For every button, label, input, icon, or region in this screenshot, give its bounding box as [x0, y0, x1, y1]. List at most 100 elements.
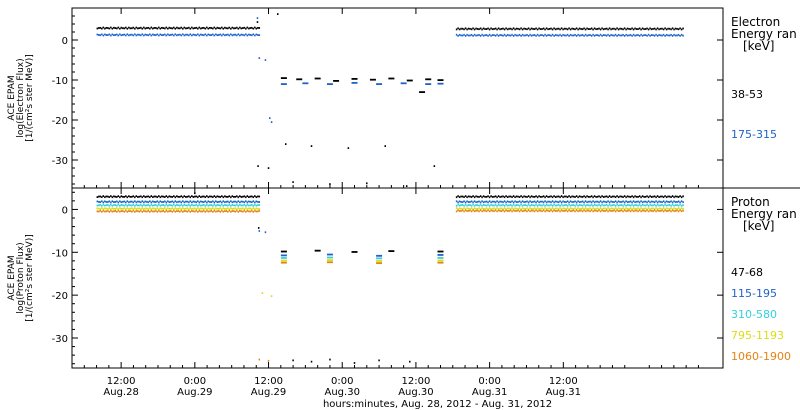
data-point — [592, 196, 594, 199]
data-point — [539, 204, 542, 207]
data-point — [215, 196, 217, 199]
data-point — [200, 204, 202, 207]
data-point — [562, 210, 564, 212]
data-point — [556, 210, 558, 212]
data-point — [116, 207, 118, 210]
data-point — [155, 204, 157, 206]
data-point — [503, 196, 506, 199]
data-point — [257, 201, 259, 203]
data-point — [550, 209, 552, 212]
data-point — [527, 209, 530, 212]
data-point — [119, 210, 121, 213]
data-point — [460, 34, 462, 37]
data-point — [581, 28, 584, 31]
data-point — [182, 33, 184, 36]
data-point — [476, 195, 479, 198]
data-point — [626, 195, 629, 198]
data-point — [574, 207, 576, 210]
data-point — [204, 207, 207, 209]
data-point — [649, 201, 651, 204]
data-point — [487, 208, 489, 211]
data-point — [314, 249, 321, 252]
data-point — [581, 196, 584, 198]
data-point — [101, 33, 103, 36]
data-point — [667, 27, 669, 30]
data-point — [233, 33, 235, 36]
data-point — [613, 27, 615, 30]
data-point — [104, 200, 106, 203]
data-point — [662, 210, 665, 213]
data-point — [602, 34, 605, 36]
data-point — [437, 82, 444, 85]
data-point — [557, 208, 560, 211]
data-point — [557, 203, 560, 206]
data-point — [470, 200, 473, 203]
data-point — [185, 200, 187, 203]
data-point — [221, 203, 223, 206]
data-point — [191, 208, 193, 211]
data-point — [595, 200, 597, 203]
data-point — [659, 210, 662, 212]
data-point — [571, 204, 573, 206]
data-point — [243, 34, 246, 37]
data-point — [248, 207, 250, 210]
data-point — [212, 204, 214, 207]
data-point — [255, 196, 258, 199]
data-point — [192, 27, 195, 30]
data-point — [659, 195, 662, 198]
data-point — [213, 34, 216, 37]
data-point — [553, 203, 555, 206]
data-point — [197, 207, 199, 209]
data-point — [467, 209, 470, 212]
data-point — [521, 200, 524, 203]
data-point — [460, 207, 462, 210]
data-point — [114, 208, 117, 210]
data-point — [134, 33, 136, 36]
data-point — [641, 201, 644, 204]
data-point — [583, 209, 585, 212]
data-point — [162, 209, 165, 212]
data-point — [626, 201, 629, 203]
data-point — [481, 33, 483, 36]
data-point — [622, 28, 624, 31]
data-point — [631, 201, 633, 204]
data-point — [670, 28, 672, 31]
data-point — [174, 27, 177, 30]
data-point — [572, 34, 575, 37]
data-point — [646, 201, 648, 204]
data-point — [596, 34, 599, 37]
data-point — [470, 207, 473, 210]
data-point — [637, 207, 639, 210]
data-point — [626, 204, 629, 206]
data-point — [150, 26, 153, 29]
data-point — [680, 210, 683, 213]
legend-entry: 38-53 — [731, 88, 763, 101]
data-point — [502, 203, 504, 206]
data-point — [119, 27, 121, 30]
data-point — [237, 33, 240, 36]
data-point — [551, 28, 554, 31]
data-point — [123, 27, 126, 30]
data-point — [673, 204, 675, 207]
data-point — [517, 201, 519, 203]
data-point — [673, 207, 675, 210]
data-point — [245, 210, 247, 213]
data-point — [195, 34, 198, 37]
data-point — [194, 207, 196, 210]
data-point — [179, 207, 181, 210]
data-point — [192, 200, 195, 203]
data-point — [179, 33, 181, 36]
data-point — [102, 34, 105, 37]
data-point — [575, 27, 578, 30]
data-point — [610, 210, 612, 212]
data-point — [173, 208, 175, 211]
data-point — [587, 28, 590, 30]
data-point — [209, 207, 211, 210]
data-point — [500, 195, 503, 198]
data-point — [665, 207, 668, 210]
data-point — [252, 27, 255, 30]
data-point — [479, 208, 482, 211]
data-point — [158, 203, 160, 206]
data-point — [647, 33, 650, 36]
data-point — [296, 78, 303, 81]
